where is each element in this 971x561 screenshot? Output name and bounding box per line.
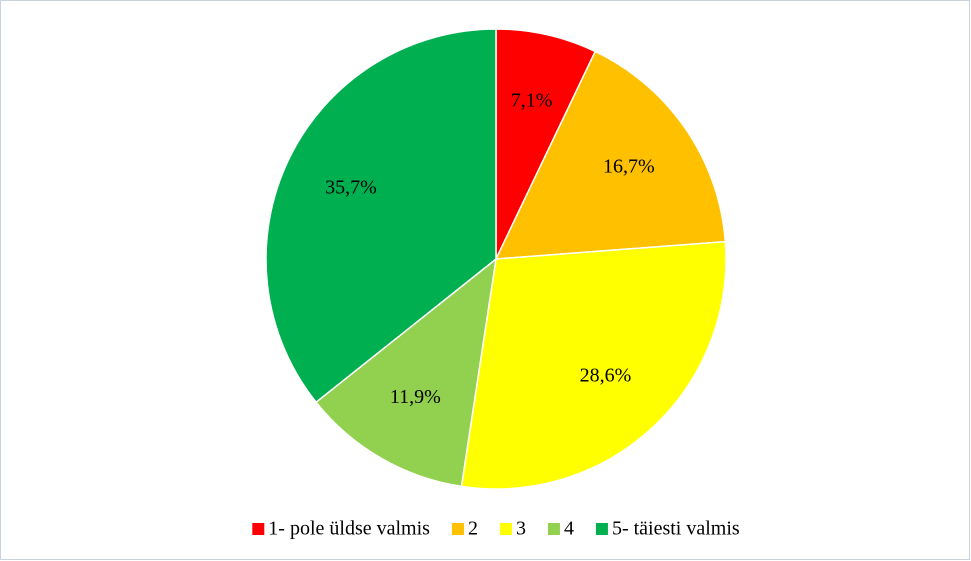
data-label: 28,6% [580,365,632,387]
legend-label: 4 [564,518,574,540]
pie-slice [460,240,727,490]
pie-slice [314,257,498,488]
legend-swatch [252,523,265,535]
pie-slice [495,28,597,260]
legend-swatch [595,523,608,535]
legend: 1- pole üldse valmis 2 3 4 5- täiesti valmis [252,518,740,540]
legend-label: 2 [468,518,478,540]
pie-slice [265,28,497,404]
legend-swatch [499,523,512,535]
data-label: 11,9% [390,386,441,408]
legend-label: 5- täiesti valmis [612,518,740,540]
data-label: 16,7% [603,156,655,178]
legend-swatch [547,523,560,535]
data-label: 7,1% [511,90,553,112]
legend-label: 3 [516,518,526,540]
legend-label: 1- pole üldse valmis [268,518,430,540]
data-label: 35,7% [325,177,377,199]
pie-slice [494,50,727,260]
legend-swatch [451,523,464,535]
